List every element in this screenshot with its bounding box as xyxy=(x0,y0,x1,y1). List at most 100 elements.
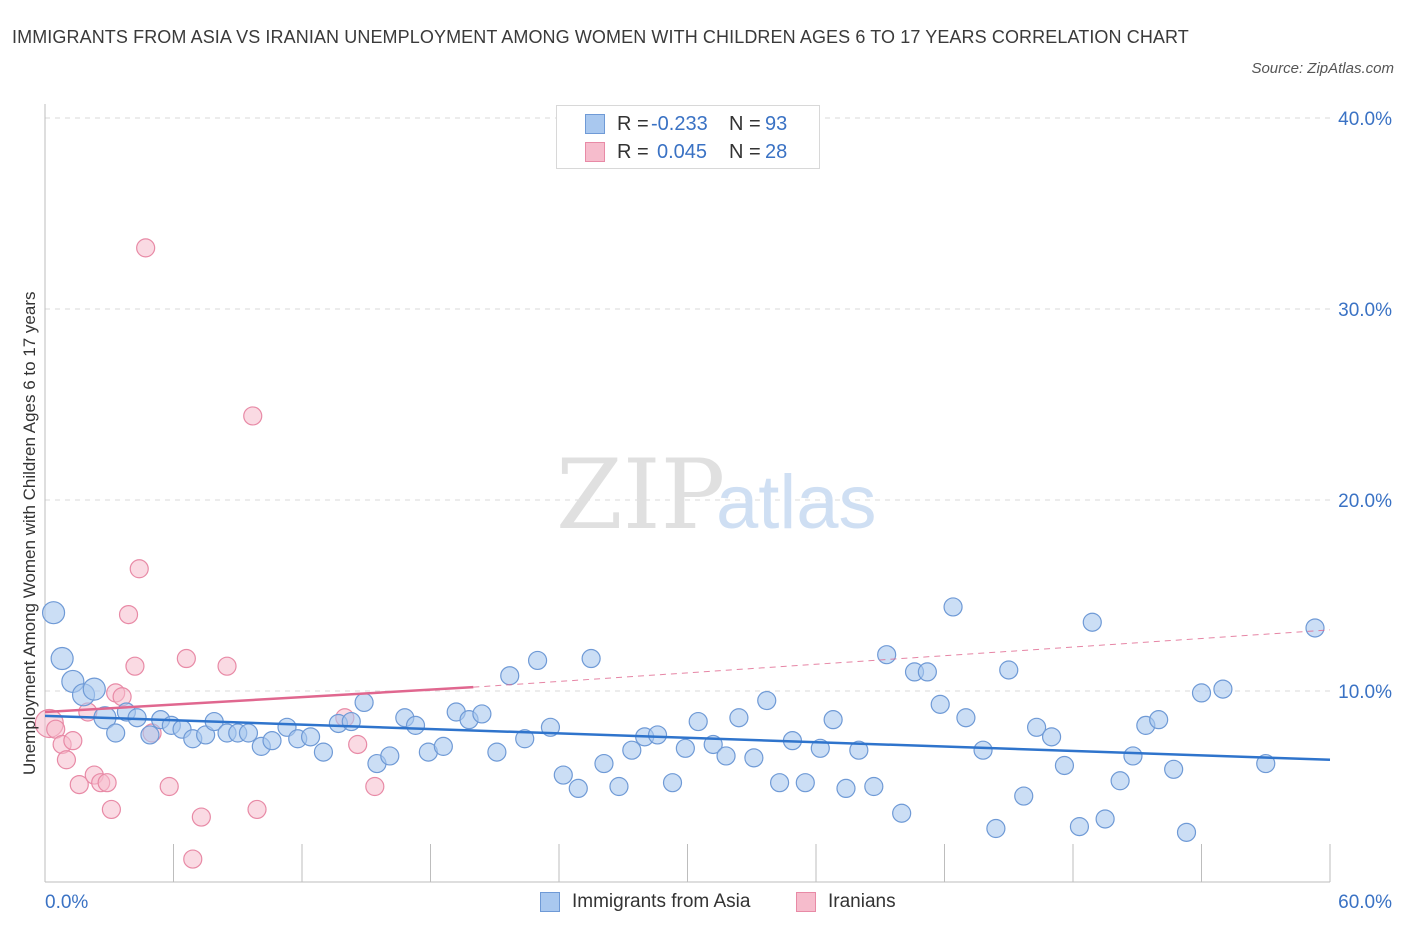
asia-point xyxy=(1305,618,1325,638)
x-tick-label: 60.0% xyxy=(1338,892,1392,913)
asia-point xyxy=(757,690,777,711)
x-tick-label: 0.0% xyxy=(45,892,88,913)
legend-item-asia[interactable]: Immigrants from Asia xyxy=(540,888,750,916)
legend-r-label: R = xyxy=(617,112,649,135)
asia-point xyxy=(864,776,884,797)
asia-trend-line xyxy=(44,714,1331,762)
asia-point xyxy=(744,748,764,768)
axes xyxy=(44,104,1331,883)
chart-title: IMMIGRANTS FROM ASIA VS IRANIAN UNEMPLOY… xyxy=(12,27,1189,47)
watermark-zip: ZIP xyxy=(556,439,725,551)
iranians-point xyxy=(136,238,156,258)
asia-point xyxy=(943,597,963,617)
asia-point xyxy=(688,711,708,732)
asia-point xyxy=(313,742,334,762)
asia-point xyxy=(581,648,601,669)
asia-point xyxy=(1026,717,1047,737)
asia-point xyxy=(140,725,160,745)
asia-point xyxy=(1256,753,1276,774)
asia-point xyxy=(1191,683,1212,703)
legend-label-iran: Iranians xyxy=(828,891,896,912)
asia-point xyxy=(729,708,749,728)
iranians-point xyxy=(191,807,211,827)
legend-label-asia: Immigrants from Asia xyxy=(572,891,751,912)
asia-point xyxy=(930,694,950,714)
iranians-point xyxy=(101,799,121,820)
asia-point xyxy=(973,740,993,760)
legend-r-label: R = xyxy=(617,140,649,163)
asia-point xyxy=(769,773,790,793)
iranians-point xyxy=(247,799,267,820)
asia-point xyxy=(810,738,830,758)
asia-point xyxy=(956,708,976,728)
asia-point xyxy=(999,660,1019,680)
asia-point xyxy=(1054,755,1075,776)
asia-point xyxy=(405,715,426,735)
legend-swatch-asia xyxy=(585,114,605,134)
asia-point xyxy=(1082,612,1102,632)
asia-point xyxy=(487,742,507,762)
legend-item-iran[interactable]: Iranians xyxy=(796,888,896,916)
asia-point xyxy=(877,645,897,665)
asia-point xyxy=(836,778,856,799)
iranians-point xyxy=(243,406,263,426)
iranians-point xyxy=(69,774,89,795)
iranians-trend-extension xyxy=(473,629,1331,688)
asia-point xyxy=(106,723,126,743)
y-axis-label: Unemployment Among Women with Children A… xyxy=(20,291,39,776)
asia-point xyxy=(196,725,216,745)
asia-point xyxy=(609,776,629,797)
asia-point xyxy=(300,727,321,747)
iranians-point xyxy=(125,656,145,676)
trend-lines xyxy=(44,629,1331,762)
series-legend: Immigrants from Asia Iranians xyxy=(0,888,1406,916)
legend-r-value-iran: 0.045 xyxy=(657,140,708,163)
asia-point xyxy=(41,601,66,625)
asia-point xyxy=(1176,822,1197,842)
legend-n-value-asia: 93 xyxy=(765,112,788,135)
asia-point xyxy=(675,738,695,758)
legend-n-label: N = xyxy=(729,140,761,163)
y-tick-label: 30.0% xyxy=(1338,300,1392,321)
asia-point xyxy=(1041,727,1062,747)
y-tick-label: 20.0% xyxy=(1338,491,1392,512)
asia-point xyxy=(917,662,937,682)
asia-point xyxy=(662,773,683,793)
asia-point xyxy=(433,736,453,756)
asia-point xyxy=(341,711,361,732)
asia-point xyxy=(380,746,400,766)
asia-point xyxy=(622,740,642,760)
grid-lines xyxy=(45,117,1330,692)
asia-point xyxy=(238,723,259,743)
legend-r-value-asia: -0.233 xyxy=(651,112,708,135)
iranians-trend-line xyxy=(44,685,474,714)
asia-point xyxy=(1149,710,1169,730)
asia-point xyxy=(1014,786,1034,806)
asia-point xyxy=(1110,771,1130,791)
legend-swatch-iran xyxy=(796,892,816,912)
asia-point xyxy=(262,731,282,751)
asia-point xyxy=(82,677,106,701)
watermark: ZIP atlas xyxy=(556,439,877,551)
iranians-point xyxy=(118,604,139,625)
asia-point xyxy=(1164,759,1184,779)
asia-point xyxy=(515,729,535,749)
iranians-point xyxy=(129,559,149,579)
asia-point xyxy=(527,650,548,671)
asia-point xyxy=(1095,809,1115,829)
legend-swatch-asia xyxy=(540,892,560,912)
iranians-point xyxy=(97,773,117,793)
asia-point xyxy=(716,746,736,766)
iranians-point xyxy=(176,648,196,669)
legend-swatch-iran xyxy=(585,142,605,162)
asia-point xyxy=(553,765,573,785)
iranians-point xyxy=(348,734,368,755)
legend-row-iran: R = 0.045 N = 28 xyxy=(585,139,787,165)
asia-point xyxy=(500,666,520,686)
asia-point xyxy=(1123,746,1143,766)
iranians-point xyxy=(56,750,77,770)
asia-point xyxy=(849,740,869,760)
asia-point xyxy=(472,704,492,724)
asia-point xyxy=(647,725,668,745)
